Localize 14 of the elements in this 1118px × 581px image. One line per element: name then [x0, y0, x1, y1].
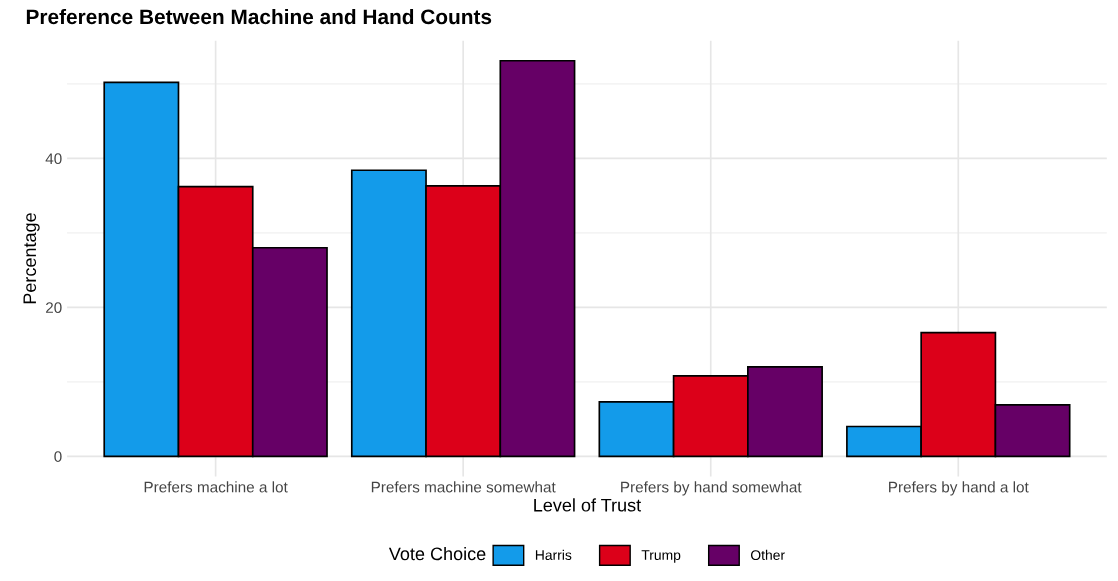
legend-label: Harris [535, 549, 572, 561]
x-axis-title: Level of Trust [534, 498, 642, 512]
y-tick-label: 0 [54, 451, 62, 462]
x-tick-label: Prefers machine somewhat [371, 481, 556, 493]
x-tick-label: Prefers by hand a lot [889, 481, 1029, 496]
x-tick-label: Prefers by hand somewhat [621, 481, 802, 496]
y-tick-label: 40 [45, 153, 62, 165]
y-axis-title: Percentage [23, 213, 40, 304]
chart-title: Preference Between Machine and Hand Counts [26, 8, 492, 25]
legend-title: Vote Choice [388, 546, 486, 561]
legend-label: Trump [641, 550, 681, 563]
legend-label: Other [750, 549, 785, 561]
x-tick-label: Prefers machine a lot [144, 481, 288, 493]
y-tick-label: 20 [46, 302, 62, 314]
